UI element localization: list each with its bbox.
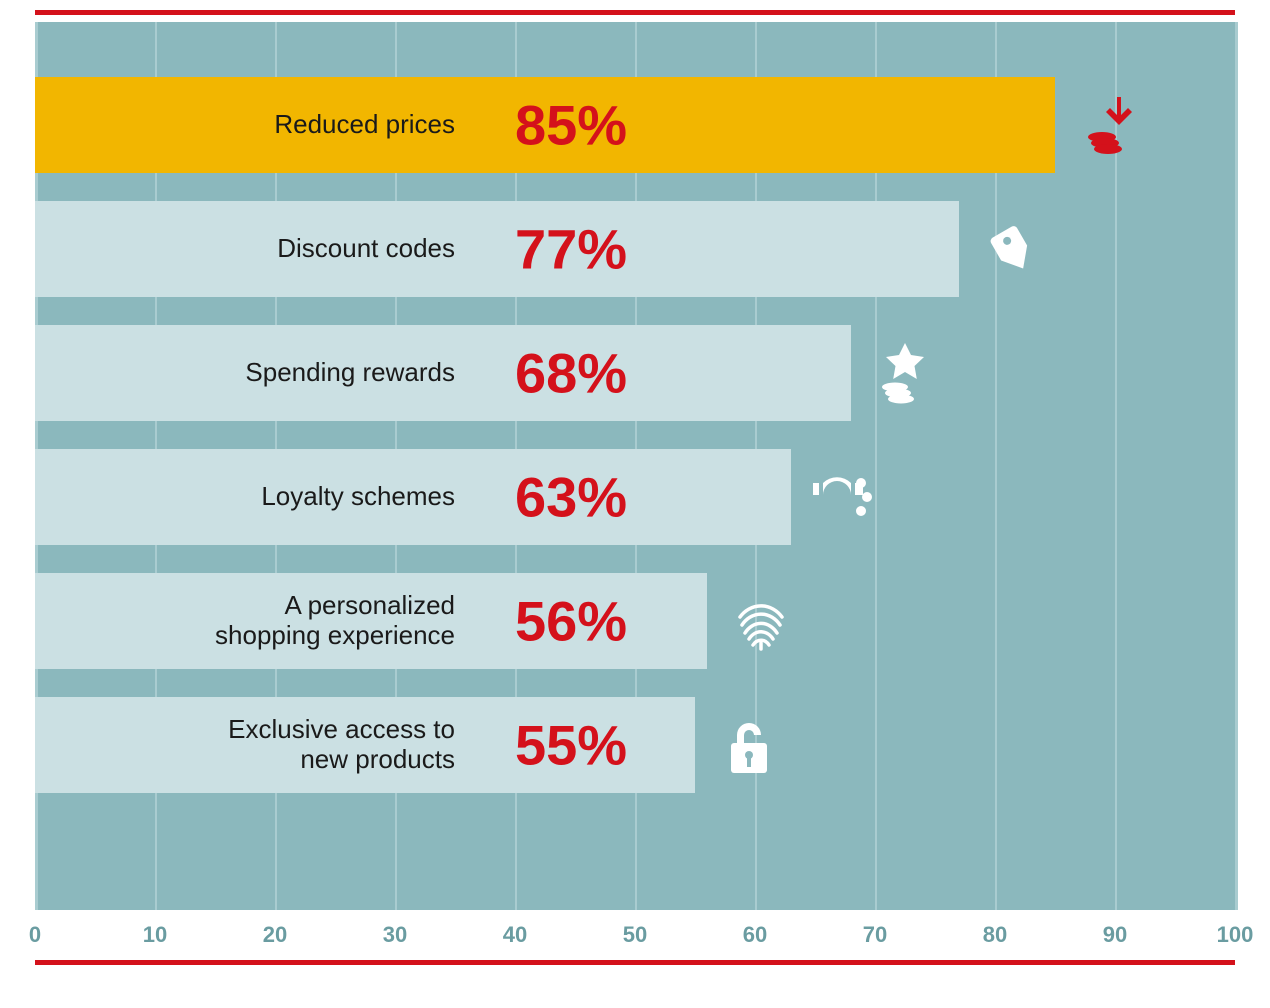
bar-value: 56%	[515, 589, 627, 654]
bar-label: Exclusive access to new products	[175, 715, 455, 775]
bar-value: 55%	[515, 713, 627, 778]
bar-label: Discount codes	[55, 234, 455, 264]
bars-container: Reduced prices 85% Discount codes 77% Spen…	[35, 77, 1235, 821]
bar-label: A personalized shopping experience	[175, 591, 455, 651]
bar-row: Exclusive access to new products 55%	[35, 697, 1235, 793]
x-tick-label: 0	[29, 922, 41, 948]
bar-label: Spending rewards	[55, 358, 455, 388]
bar-label: Loyalty schemes	[55, 482, 455, 512]
bar-row: Reduced prices 85%	[35, 77, 1235, 173]
x-tick-label: 10	[143, 922, 167, 948]
bar-row: Discount codes 77%	[35, 201, 1235, 297]
x-tick-label: 100	[1217, 922, 1254, 948]
bar-row: Loyalty schemes 63%	[35, 449, 1235, 545]
gridline	[1235, 22, 1238, 910]
bottom-rule	[35, 960, 1235, 965]
bar-value: 85%	[515, 93, 627, 158]
plot-region: 0102030405060708090100 Reduced prices85%…	[35, 22, 1235, 910]
x-tick-label: 50	[623, 922, 647, 948]
x-tick-label: 70	[863, 922, 887, 948]
x-tick-label: 20	[263, 922, 287, 948]
bar-row: Spending rewards 68%	[35, 325, 1235, 421]
x-tick-label: 60	[743, 922, 767, 948]
magnet-icon	[813, 465, 877, 529]
x-tick-label: 40	[503, 922, 527, 948]
bar-row: A personalized shopping experience 56%	[35, 573, 1235, 669]
coins-arrow-icon	[1077, 93, 1141, 157]
bar-value: 68%	[515, 341, 627, 406]
bar-chart: 0102030405060708090100 Reduced prices85%…	[35, 10, 1235, 965]
star-coins-icon	[873, 341, 937, 405]
x-tick-label: 80	[983, 922, 1007, 948]
bar-value: 77%	[515, 217, 627, 282]
fingerprint-icon	[729, 589, 793, 653]
tag-icon	[981, 217, 1045, 281]
x-tick-label: 90	[1103, 922, 1127, 948]
lock-open-icon	[717, 713, 781, 777]
bar-label: Reduced prices	[55, 110, 455, 140]
bar-value: 63%	[515, 465, 627, 530]
top-rule	[35, 10, 1235, 15]
x-tick-label: 30	[383, 922, 407, 948]
